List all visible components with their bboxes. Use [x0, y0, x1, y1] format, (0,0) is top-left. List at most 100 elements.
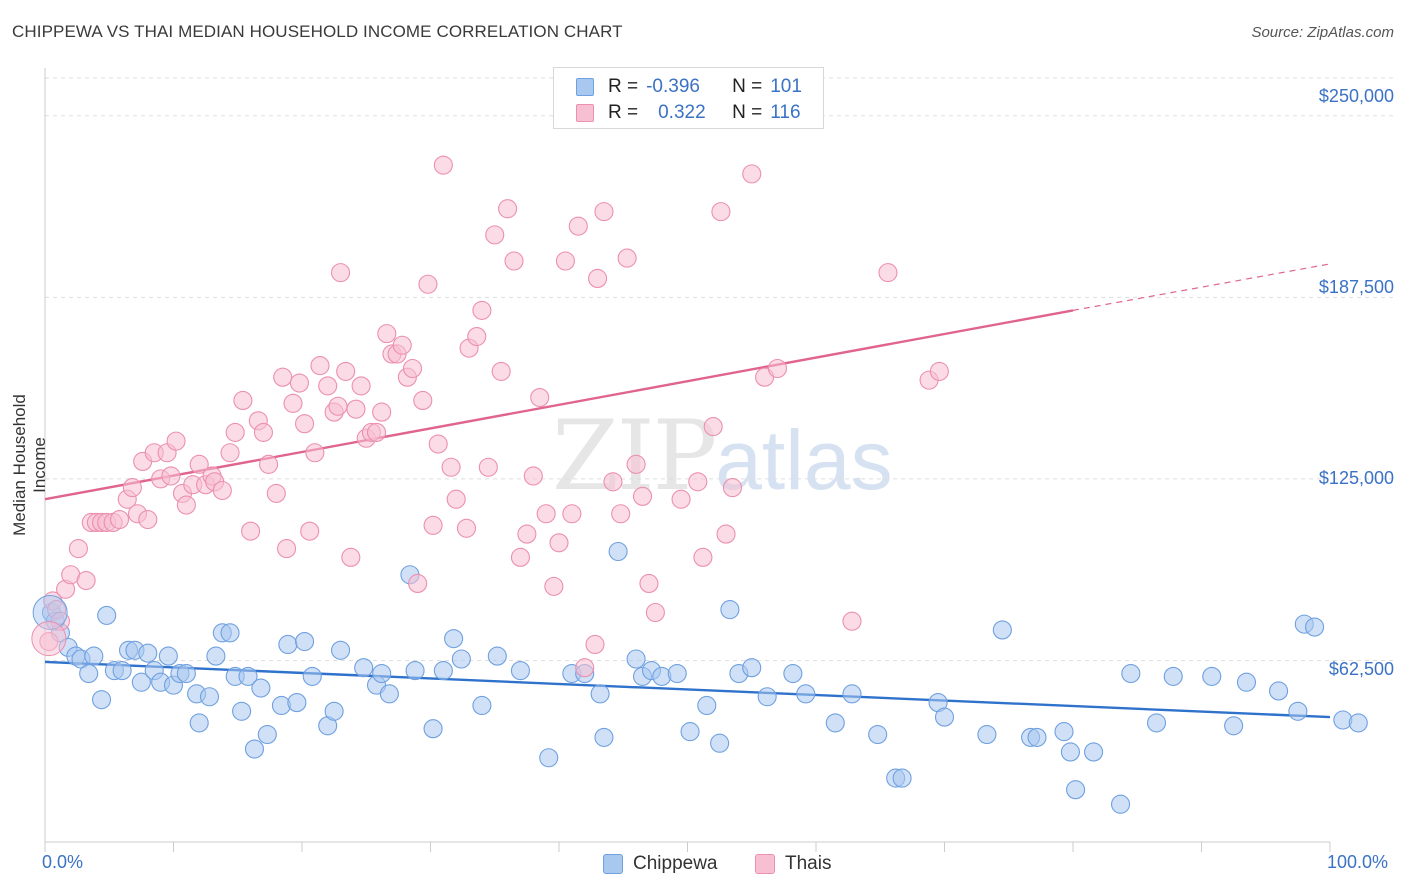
point-thais-cluster	[31, 621, 67, 657]
point-chippewa-44	[372, 663, 392, 684]
point-thais-100	[626, 454, 646, 474]
point-chippewa-30	[238, 666, 258, 686]
axes	[44, 68, 1331, 852]
point-thais-23	[166, 431, 186, 451]
point-thais-59	[372, 402, 392, 422]
point-thais-52	[336, 361, 356, 381]
point-chippewa-25	[206, 646, 226, 666]
point-thais-72	[441, 457, 461, 477]
point-thais-73	[446, 489, 466, 509]
point-thais-15	[122, 478, 142, 498]
point-chippewa-35	[278, 634, 298, 655]
point-chippewa-97	[1269, 681, 1289, 701]
point-chippewa-74	[796, 684, 816, 704]
point-chippewa-101	[1333, 710, 1353, 730]
point-thais-58	[366, 422, 387, 442]
point-chippewa-102	[1348, 713, 1368, 733]
point-thais-67	[413, 390, 433, 410]
r-label: R =	[608, 102, 639, 123]
n-value: 116	[770, 102, 801, 123]
point-chippewa-94	[1202, 666, 1222, 686]
point-chippewa-61	[626, 649, 646, 669]
point-thais-46	[305, 443, 325, 463]
point-chippewa-93	[1163, 666, 1183, 686]
legend-swatch-thais	[576, 104, 594, 122]
point-chippewa-47	[405, 661, 425, 681]
x-tick-label-min: 0.0%	[42, 852, 84, 872]
point-thais-76	[467, 326, 487, 347]
point-chippewa-31	[244, 739, 265, 759]
point-chippewa-9	[97, 605, 117, 625]
point-thais-18	[138, 510, 158, 530]
legend-item-chippewa: Chippewa	[603, 851, 718, 877]
point-thais-7	[76, 571, 96, 591]
point-thais-99	[617, 248, 637, 268]
point-chippewa-73	[783, 663, 803, 684]
point-thais-95	[587, 268, 608, 288]
point-thais-113	[767, 358, 788, 379]
point-chippewa-76	[842, 684, 862, 704]
point-thais-108	[711, 202, 731, 222]
point-thais-13	[109, 510, 130, 530]
point-thais-91	[562, 504, 582, 524]
point-thais-22	[161, 466, 181, 486]
point-thais-87	[536, 504, 556, 524]
y-axis-label: Median Household Income	[10, 394, 49, 536]
r-label: R =	[608, 76, 639, 97]
point-chippewa-90	[1110, 794, 1131, 814]
point-chippewa-23	[189, 713, 209, 733]
point-thais-65	[402, 358, 423, 379]
point-chippewa-79	[892, 768, 912, 788]
point-chippewa-42	[354, 658, 374, 678]
point-thais-70	[428, 434, 448, 454]
point-chippewa-81	[934, 707, 955, 727]
point-thais-81	[498, 199, 518, 219]
point-chippewa-34	[271, 695, 291, 716]
point-thais-6	[68, 539, 88, 559]
point-thais-31	[212, 480, 232, 501]
point-chippewa-51	[451, 649, 471, 669]
point-chippewa-32	[251, 678, 271, 698]
point-chippewa-15	[138, 643, 158, 663]
point-thais-48	[318, 376, 338, 396]
point-chippewa-36	[287, 693, 307, 713]
point-thais-89	[549, 533, 569, 553]
point-chippewa-21	[176, 663, 196, 684]
point-chippewa-49	[433, 661, 453, 681]
y-tick-label-62500: $62,500	[1328, 659, 1394, 679]
source-credit: Source: ZipAtlas.com	[1251, 24, 1394, 41]
point-thais-110	[722, 478, 743, 498]
point-thais-90	[555, 251, 575, 271]
point-chippewa-96	[1236, 672, 1257, 692]
point-thais-71	[433, 155, 453, 175]
point-chippewa-75	[825, 713, 845, 733]
point-thais-105	[688, 472, 708, 492]
r-value: -0.396	[646, 76, 700, 97]
point-thais-69	[423, 515, 443, 535]
point-thais-60	[377, 324, 397, 344]
point-chippewa-45	[379, 684, 399, 704]
point-chippewa-88	[1066, 780, 1086, 800]
point-thais-92	[568, 216, 588, 236]
point-chippewa-52	[472, 695, 492, 716]
point-chippewa-60	[608, 541, 628, 562]
point-chippewa-40	[324, 701, 344, 721]
point-thais-32	[220, 443, 240, 463]
point-thais-55	[351, 376, 371, 396]
point-thais-74	[456, 518, 477, 538]
point-chippewa-98	[1288, 701, 1308, 721]
point-thais-51	[330, 263, 351, 283]
point-thais-114	[842, 611, 862, 631]
point-thais-80	[491, 361, 511, 381]
point-chippewa-24	[199, 687, 220, 707]
point-chippewa-48	[423, 719, 443, 739]
point-chippewa-29	[232, 701, 252, 721]
point-thais-41	[277, 539, 297, 559]
point-thais-37	[253, 422, 274, 442]
point-chippewa-58	[590, 684, 610, 704]
point-chippewa-83	[992, 620, 1012, 640]
legend-item-thais: Thais	[755, 851, 831, 877]
point-thais-96	[594, 202, 614, 222]
point-chippewa-68	[710, 733, 730, 753]
